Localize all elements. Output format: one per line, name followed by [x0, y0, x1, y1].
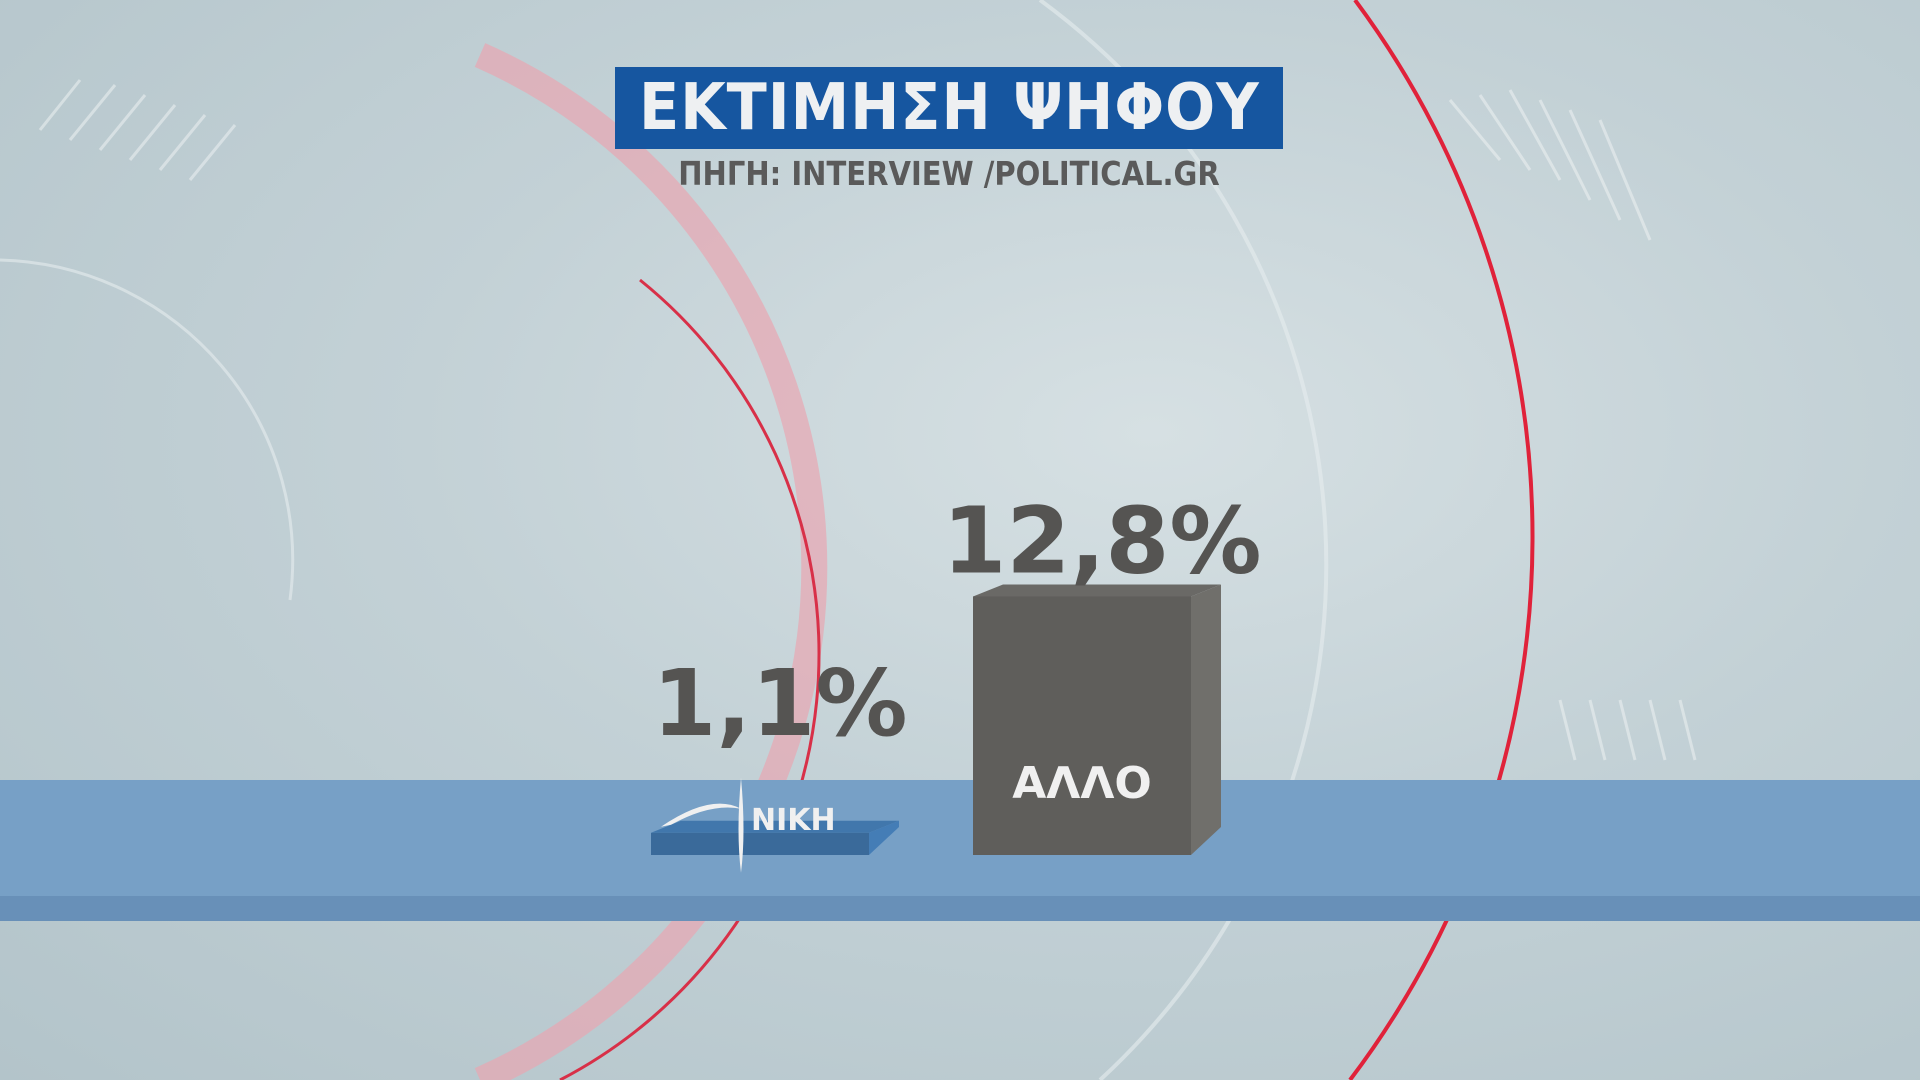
bar-front: [651, 832, 869, 855]
title-banner: ΕΚΤΙΜΗΣΗ ΨΗΦΟΥ: [615, 67, 1283, 149]
value-label: 1,1%: [652, 650, 907, 757]
bar-1: [651, 820, 899, 855]
bar-front: [973, 596, 1191, 855]
chart-title: ΕΚΤΙΜΗΣΗ ΨΗΦΟΥ: [638, 71, 1260, 145]
bar-2: [973, 584, 1221, 855]
niki-logo: ΝΙΚΗ: [661, 777, 836, 873]
category-label: ΝΙΚΗ: [751, 803, 836, 838]
source-label: ΠΗΓΗ: INTERVIEW /POLITICAL.GR: [678, 154, 1220, 193]
bar-top: [651, 820, 899, 833]
floor-edge: [0, 896, 1920, 921]
value-label: 12,8%: [942, 487, 1261, 594]
bar-side: [869, 820, 899, 855]
category-label: ΑΛΛΟ: [1012, 758, 1152, 809]
bar-top: [973, 584, 1221, 597]
bar-side: [1191, 584, 1221, 855]
